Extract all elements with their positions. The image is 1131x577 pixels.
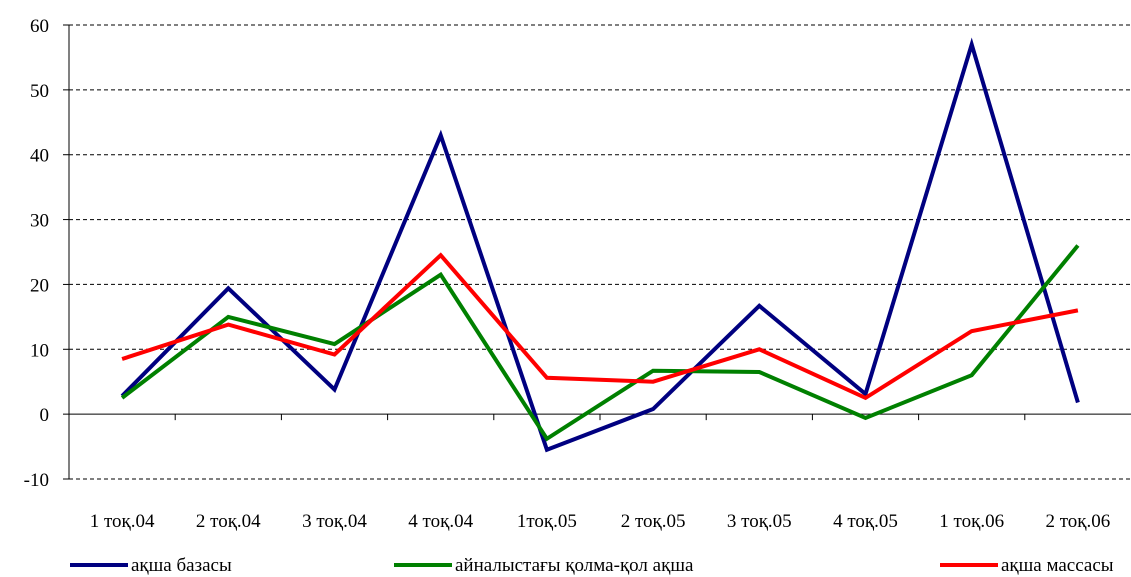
x-tick-label: 4 тоқ.04 bbox=[408, 511, 473, 532]
x-tick-label: 2 тоқ.06 bbox=[1046, 511, 1111, 532]
x-tick-label: 2 тоқ.05 bbox=[621, 511, 686, 532]
series-line-3 bbox=[121, 252, 1079, 401]
x-tick-label: 3 тоқ.04 bbox=[302, 511, 367, 532]
y-tick-label: -10 bbox=[24, 470, 49, 491]
series-lines bbox=[120, 37, 1080, 453]
y-tick-label: 50 bbox=[30, 81, 49, 102]
x-tick-label: 1тоқ.05 bbox=[517, 511, 577, 532]
legend-label: ақша массасы bbox=[1001, 555, 1114, 576]
x-tick-label: 4 тоқ.05 bbox=[833, 511, 898, 532]
axis-labels: -10 0 10 20 30 40 50 60 1 тоқ.04 2 тоқ.04 3 тоқ.04… bbox=[24, 16, 1111, 532]
gridlines bbox=[69, 24, 1131, 480]
x-tick-label: 1 тоқ.06 bbox=[939, 511, 1004, 532]
y-tick-label: 20 bbox=[30, 275, 49, 296]
y-tick-label: 60 bbox=[30, 16, 49, 37]
legend: ақша базасы айналыстағы қолма-қол ақша ақш… bbox=[70, 555, 1114, 576]
legend-label: ақша базасы bbox=[131, 555, 232, 576]
y-tick-label: 10 bbox=[30, 340, 49, 361]
y-tick-label: 40 bbox=[30, 146, 49, 167]
y-tick-label: 0 bbox=[40, 405, 50, 426]
series-line-2 bbox=[120, 244, 1080, 442]
x-tick-label: 1 тоқ.04 bbox=[90, 511, 155, 532]
axes bbox=[63, 24, 1131, 480]
x-tick-label: 2 тоқ.04 bbox=[196, 511, 261, 532]
x-tick-label: 3 тоқ.05 bbox=[727, 511, 792, 532]
legend-label: айналыстағы қолма-қол ақша bbox=[455, 555, 694, 576]
y-tick-label: 30 bbox=[30, 211, 49, 232]
